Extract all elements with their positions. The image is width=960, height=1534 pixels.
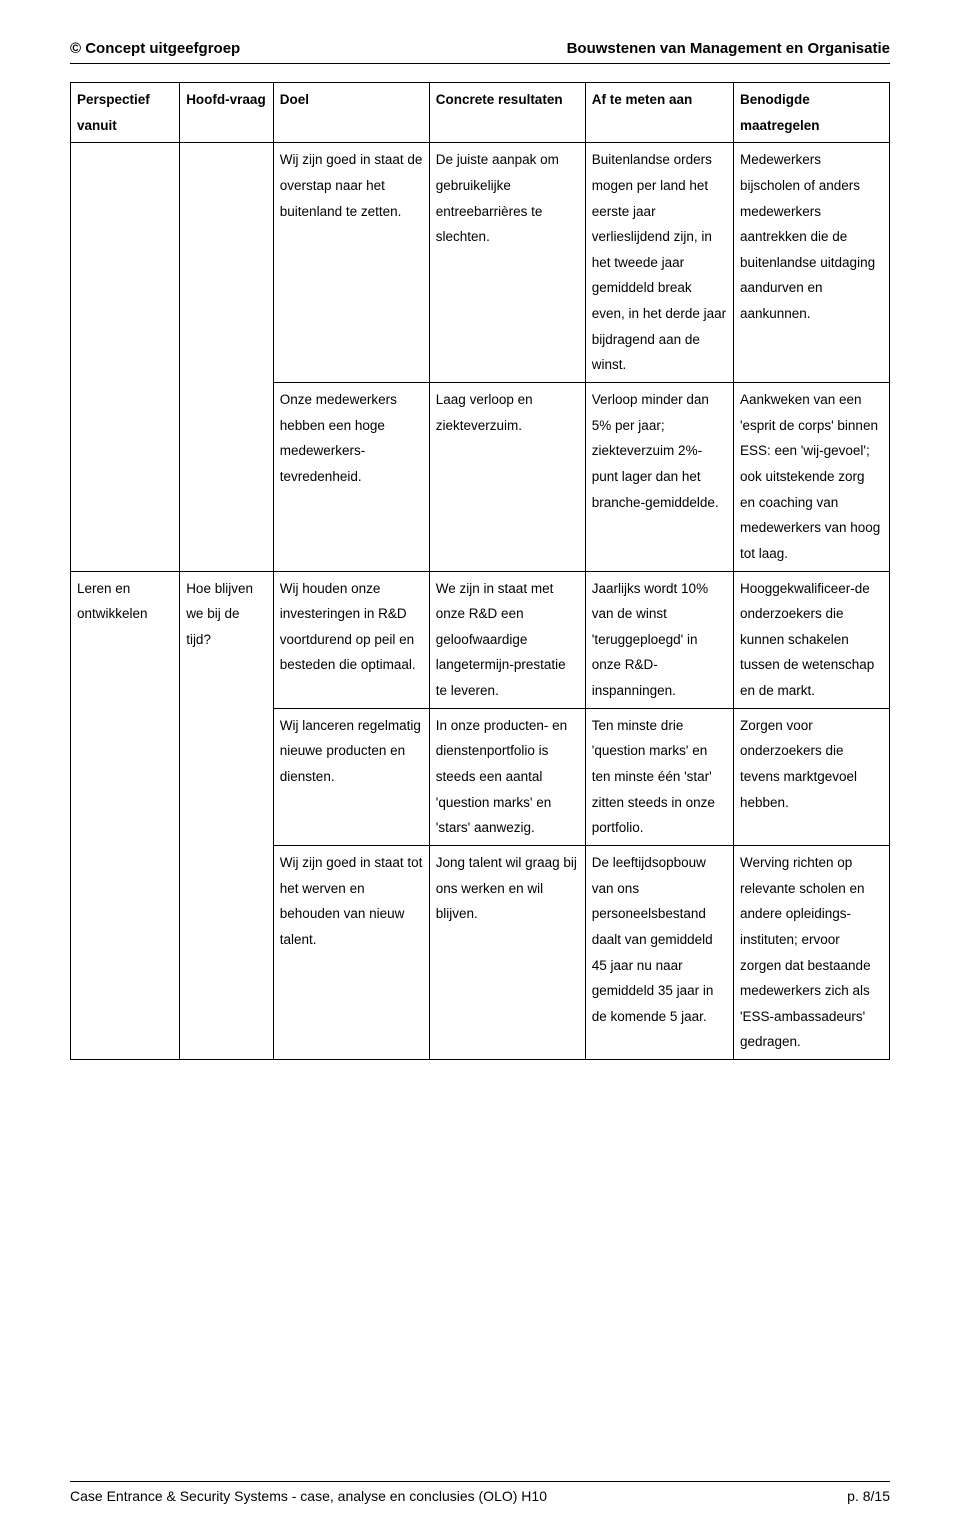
- main-table: Perspectief vanuit Hoofd-vraag Doel Conc…: [70, 82, 890, 1060]
- cell-maatregelen: Hooggekwalificeer-de onderzoekers die ku…: [733, 571, 889, 708]
- cell-doel: Wij zijn goed in staat de overstap naar …: [273, 143, 429, 383]
- table-row: Leren en ontwikkelen Hoe blijven we bij …: [71, 571, 890, 708]
- footer-right: p. 8/15: [847, 1488, 890, 1504]
- cell-perspectief: Leren en ontwikkelen: [71, 571, 180, 1060]
- page: © Concept uitgeefgroep Bouwstenen van Ma…: [0, 0, 960, 1534]
- cell-resultaten: In onze producten- en dienstenportfolio …: [429, 708, 585, 845]
- cell-meten: Verloop minder dan 5% per jaar; ziekteve…: [585, 383, 733, 571]
- cell-maatregelen: Werving richten op relevante scholen en …: [733, 845, 889, 1059]
- cell-doel: Wij houden onze investeringen in R&D voo…: [273, 571, 429, 708]
- page-header: © Concept uitgeefgroep Bouwstenen van Ma…: [70, 40, 890, 64]
- cell-meten: Jaarlijks wordt 10% van de winst 'terugg…: [585, 571, 733, 708]
- cell-maatregelen: Aankweken van een 'esprit de corps' binn…: [733, 383, 889, 571]
- cell-meten: Ten minste drie 'question marks' en ten …: [585, 708, 733, 845]
- cell-doel: Onze medewerkers hebben een hoge medewer…: [273, 383, 429, 571]
- cell-meten: De leeftijdsopbouw van ons personeelsbes…: [585, 845, 733, 1059]
- th-maatregelen: Benodigde maatregelen: [733, 83, 889, 143]
- th-meten: Af te meten aan: [585, 83, 733, 143]
- footer-left: Case Entrance & Security Systems - case,…: [70, 1488, 547, 1504]
- th-resultaten: Concrete resultaten: [429, 83, 585, 143]
- cell-hoofdvraag-blank: [180, 143, 274, 571]
- cell-resultaten: We zijn in staat met onze R&D een geloof…: [429, 571, 585, 708]
- cell-meten: Buitenlandse orders mogen per land het e…: [585, 143, 733, 383]
- cell-resultaten: Jong talent wil graag bij ons werken en …: [429, 845, 585, 1059]
- cell-hoofdvraag: Hoe blijven we bij de tijd?: [180, 571, 274, 1060]
- page-footer: Case Entrance & Security Systems - case,…: [70, 1481, 890, 1504]
- header-left: © Concept uitgeefgroep: [70, 40, 240, 57]
- cell-doel: Wij lanceren regelmatig nieuwe producten…: [273, 708, 429, 845]
- table-row: Wij zijn goed in staat de overstap naar …: [71, 143, 890, 383]
- header-right: Bouwstenen van Management en Organisatie: [567, 40, 890, 57]
- th-hoofdvraag: Hoofd-vraag: [180, 83, 274, 143]
- table-header-row: Perspectief vanuit Hoofd-vraag Doel Conc…: [71, 83, 890, 143]
- cell-maatregelen: Zorgen voor onderzoekers die tevens mark…: [733, 708, 889, 845]
- cell-perspectief-blank: [71, 143, 180, 571]
- th-perspectief: Perspectief vanuit: [71, 83, 180, 143]
- cell-doel: Wij zijn goed in staat tot het werven en…: [273, 845, 429, 1059]
- th-doel: Doel: [273, 83, 429, 143]
- cell-resultaten: De juiste aanpak om gebruikelijke entree…: [429, 143, 585, 383]
- cell-resultaten: Laag verloop en ziekteverzuim.: [429, 383, 585, 571]
- cell-maatregelen: Medewerkers bijscholen of anders medewer…: [733, 143, 889, 383]
